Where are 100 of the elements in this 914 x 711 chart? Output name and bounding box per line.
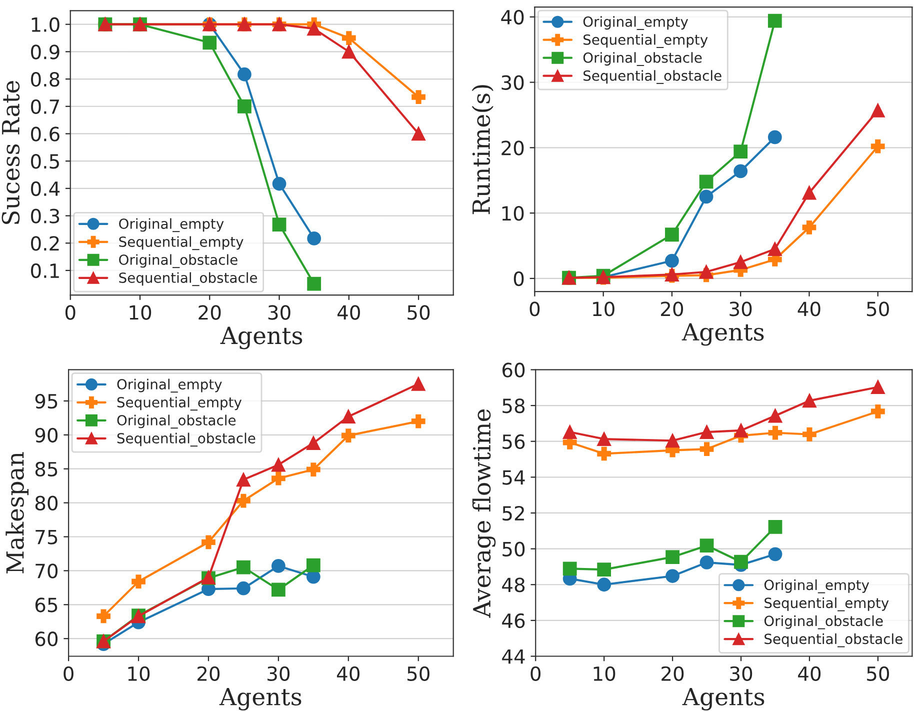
y-tick-label: 0.9 xyxy=(31,44,60,60)
point xyxy=(870,103,885,118)
legend-label: Original_obstacle xyxy=(117,414,236,429)
y-tick-label: 1.0 xyxy=(32,17,60,32)
x-tick-label: 10 xyxy=(593,302,614,316)
x-tick-label: 40 xyxy=(798,666,821,682)
y-tick-label: 0.8 xyxy=(31,72,60,87)
y-tick-label: 85 xyxy=(35,462,58,477)
point xyxy=(341,410,356,424)
point xyxy=(699,190,714,204)
y-tick-label: 0.3 xyxy=(31,208,60,224)
x-tick-label: 40 xyxy=(337,305,360,320)
x-tick-label: 40 xyxy=(336,666,360,682)
y-tick-label: 10 xyxy=(502,206,524,221)
point xyxy=(597,562,612,577)
x-axis-title: Agents xyxy=(220,326,302,350)
y-tick-label: 0.5 xyxy=(31,154,59,169)
point xyxy=(306,462,320,476)
point xyxy=(870,139,885,154)
point xyxy=(272,176,286,191)
y-tick-label: 52 xyxy=(502,506,524,521)
point xyxy=(768,408,782,423)
point xyxy=(342,44,356,59)
y-axis-title: Sucess Rate xyxy=(2,80,20,224)
point xyxy=(768,14,782,28)
legend-label: Original_empty xyxy=(583,16,688,30)
y-tick-label: 0 xyxy=(514,271,524,286)
point xyxy=(341,428,356,443)
y-tick-label: 40 xyxy=(501,10,524,25)
point xyxy=(666,550,680,564)
point xyxy=(236,581,250,596)
point xyxy=(412,126,426,141)
point xyxy=(699,264,714,279)
point xyxy=(307,22,322,36)
x-tick-label: 20 xyxy=(661,302,684,316)
x-tick-label: 50 xyxy=(867,666,890,682)
point xyxy=(734,255,748,270)
legend-label: Sequential_empty xyxy=(119,236,244,250)
y-tick-label: 0.2 xyxy=(31,236,59,251)
x-tick-label: 0 xyxy=(530,666,540,682)
y-tick-label: 60 xyxy=(502,362,525,378)
point xyxy=(236,472,250,487)
point xyxy=(306,436,320,450)
x-tick-label: 20 xyxy=(198,305,221,320)
point xyxy=(271,559,286,573)
legend-label: Sequential_empty xyxy=(117,396,242,411)
point xyxy=(411,377,426,391)
point xyxy=(666,434,680,448)
point xyxy=(700,538,714,553)
point xyxy=(768,426,782,440)
legend-label: Sequential_empty xyxy=(584,34,708,48)
point xyxy=(802,427,816,442)
y-tick-label: 30 xyxy=(502,75,524,90)
x-tick-label: 10 xyxy=(130,305,152,320)
x-tick-label: 0 xyxy=(64,666,74,682)
point xyxy=(132,574,146,589)
y-tick-label: 56 xyxy=(502,434,525,450)
point xyxy=(202,535,216,550)
point xyxy=(802,186,816,200)
point xyxy=(307,276,322,291)
point xyxy=(665,254,679,268)
x-tick-label: 30 xyxy=(730,302,752,316)
point xyxy=(238,67,252,82)
x-tick-label: 50 xyxy=(408,305,430,320)
point xyxy=(306,558,320,572)
point xyxy=(236,494,250,508)
legend-label: Original_empty xyxy=(119,218,224,232)
y-axis-title: Makespan xyxy=(6,452,29,574)
x-tick-label: 30 xyxy=(730,666,752,682)
point xyxy=(271,582,286,597)
point xyxy=(699,174,714,189)
point xyxy=(768,520,782,534)
point xyxy=(700,425,714,439)
point xyxy=(768,242,782,256)
point xyxy=(412,90,426,104)
point xyxy=(768,547,782,562)
legend-label: Original_empty xyxy=(117,378,222,393)
y-tick-label: 65 xyxy=(35,598,58,612)
x-axis-title: Agents xyxy=(219,688,302,710)
point xyxy=(562,562,577,576)
y-tick-label: 75 xyxy=(36,530,58,544)
y-tick-label: 90 xyxy=(35,428,58,443)
y-tick-label: 54 xyxy=(502,470,525,485)
y-tick-label: 20 xyxy=(502,140,524,156)
y-axis-title: Average flowtime xyxy=(472,409,496,618)
y-tick-label: 80 xyxy=(35,496,58,510)
legend-label: Sequential_obstacle xyxy=(584,70,722,84)
point xyxy=(411,414,426,428)
point xyxy=(768,130,782,144)
x-tick-label: 40 xyxy=(798,302,820,316)
point xyxy=(700,442,714,456)
x-tick-label: 10 xyxy=(128,666,150,682)
point xyxy=(597,446,612,461)
y-tick-label: 0.4 xyxy=(31,181,60,196)
point xyxy=(734,164,748,178)
y-tick-label: 0.1 xyxy=(31,263,59,278)
point xyxy=(734,554,748,569)
point xyxy=(597,432,612,446)
point xyxy=(700,555,714,570)
x-tick-label: 0 xyxy=(530,302,540,316)
